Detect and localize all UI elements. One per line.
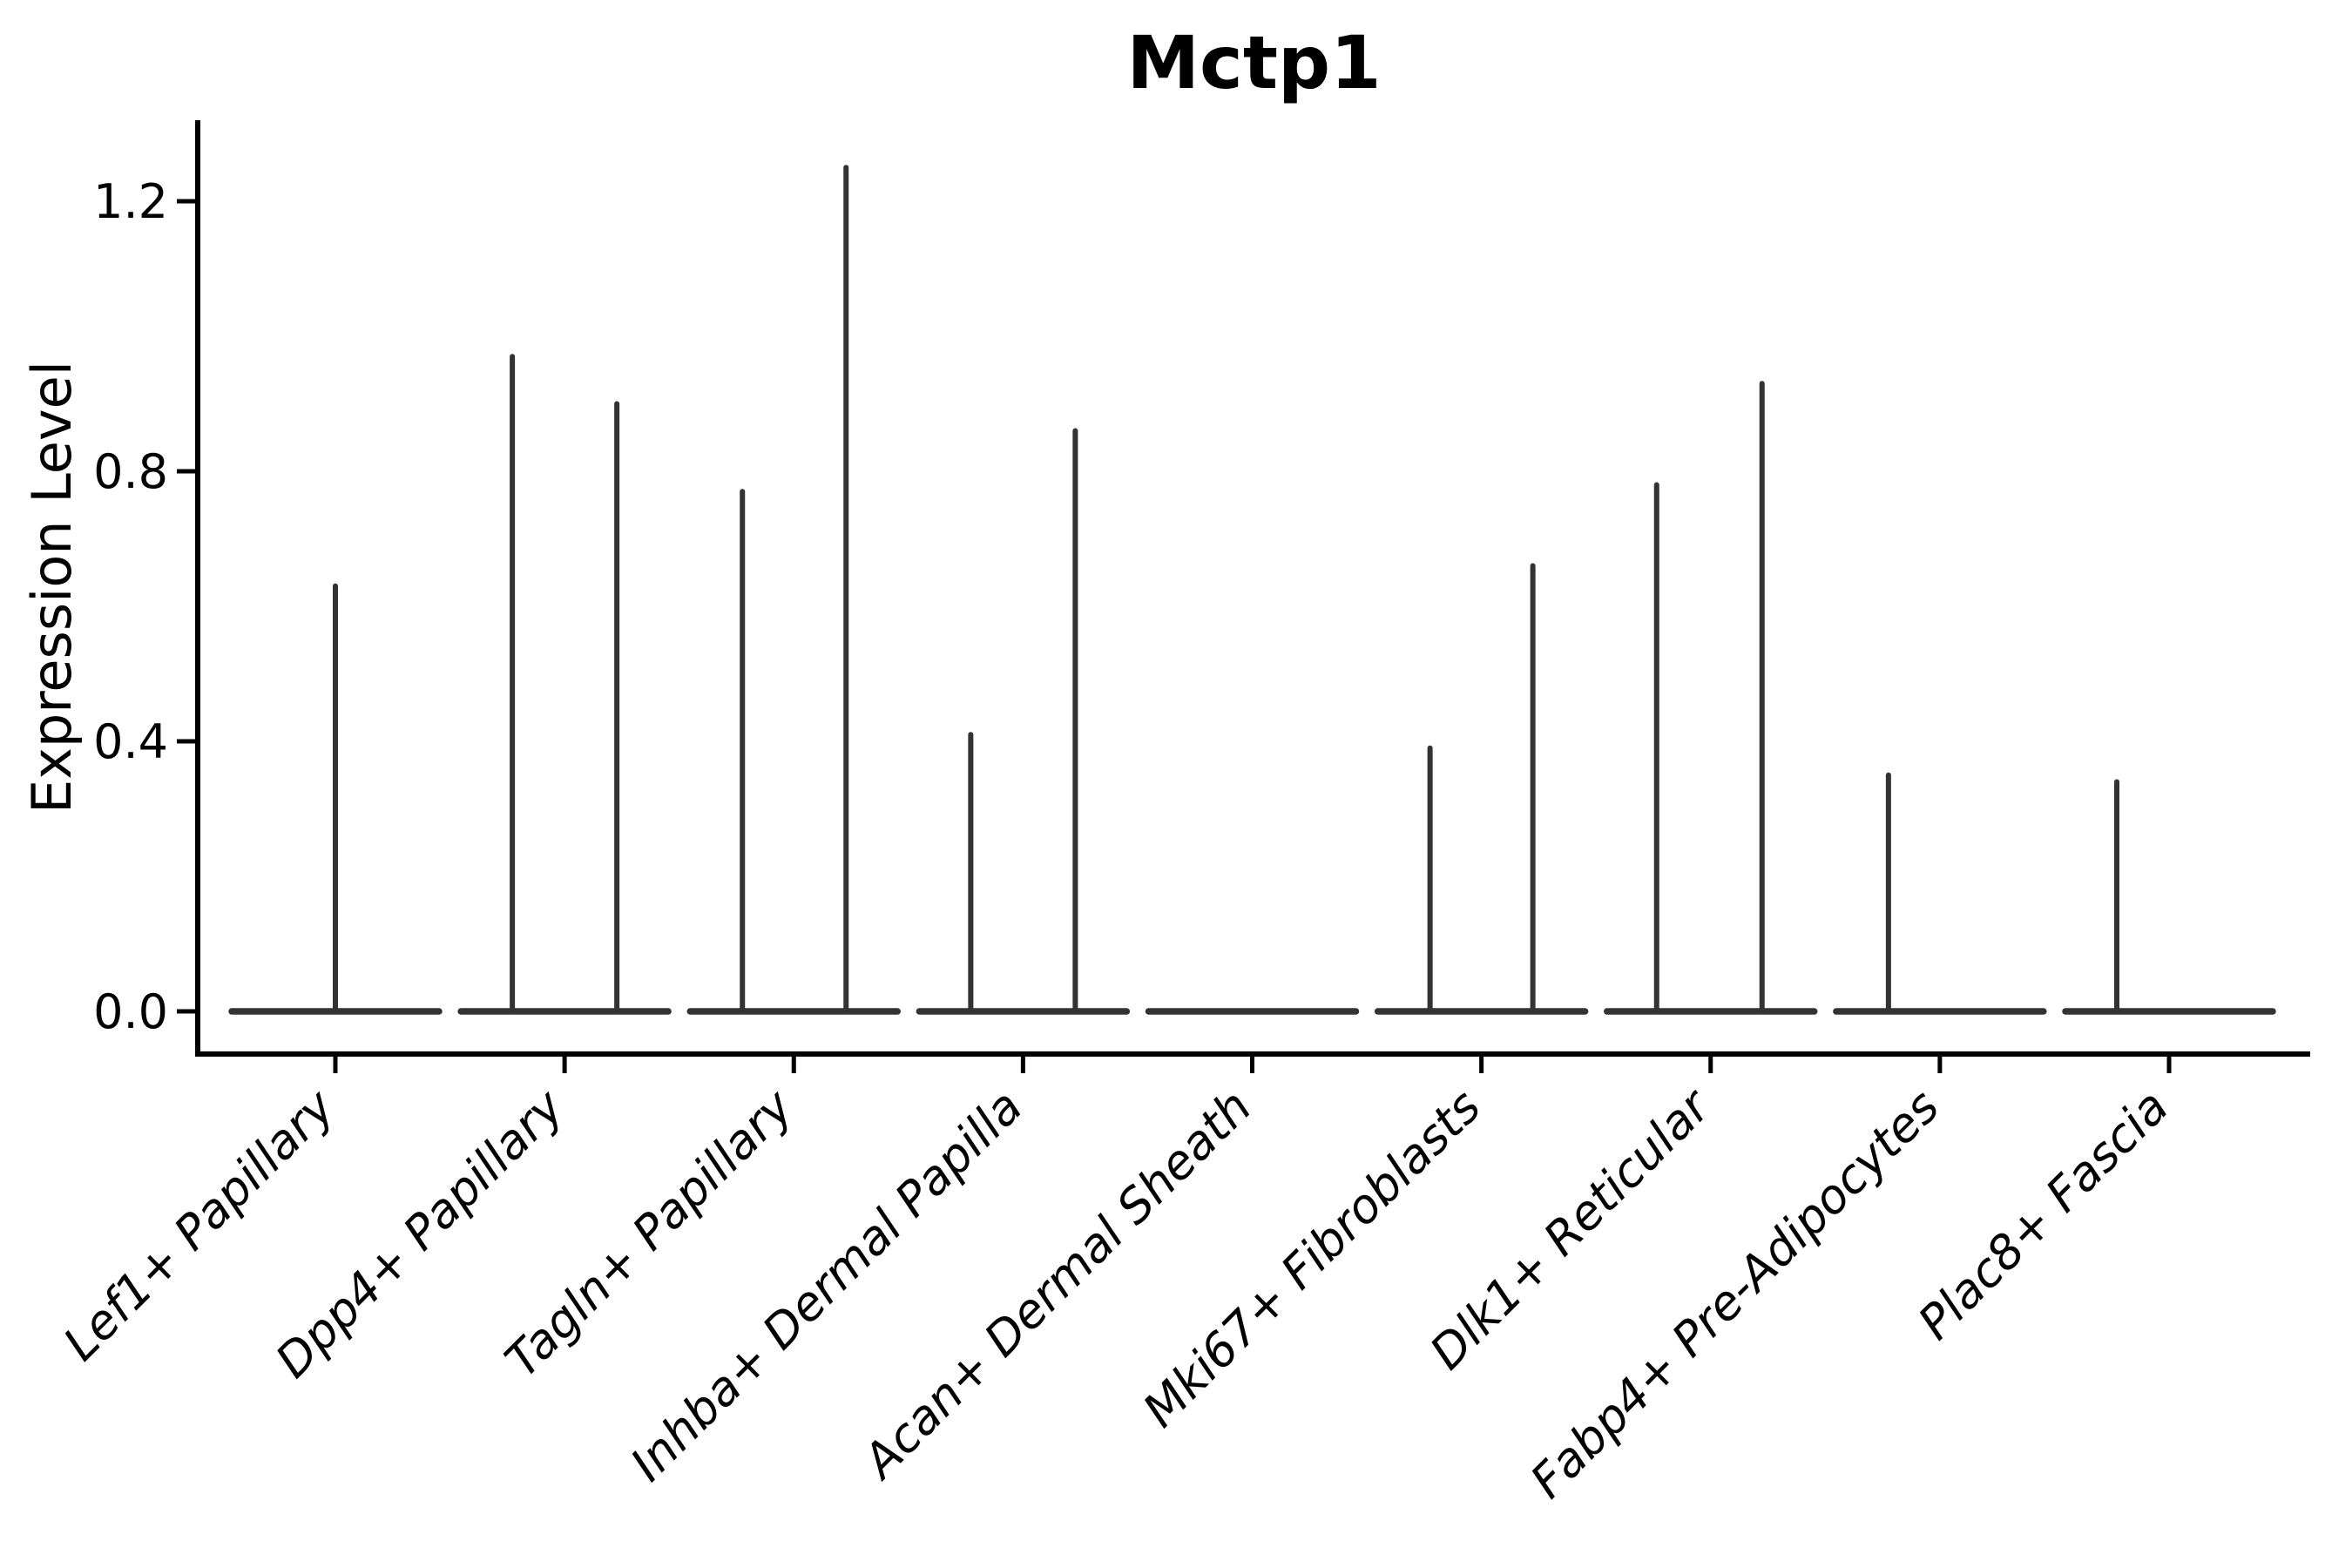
y-tick-label: 0.4 [93, 714, 168, 769]
y-axis-label: Expression Level [20, 361, 84, 814]
x-tick-label: Fabp4+ Pre-Adipocytes [1520, 1079, 1950, 1509]
x-tick-label: Inhba+ Dermal Papilla [620, 1079, 1033, 1492]
x-tick-label: Plac8+ Fascia [1908, 1079, 2179, 1350]
y-tick-label: 1.2 [93, 174, 168, 229]
x-tick-label: Acan+ Dermal Sheath [851, 1079, 1262, 1490]
y-tick-label: 0.8 [93, 444, 168, 499]
chart-title: Mctp1 [1126, 20, 1382, 105]
y-tick-label: 0.0 [93, 984, 168, 1039]
